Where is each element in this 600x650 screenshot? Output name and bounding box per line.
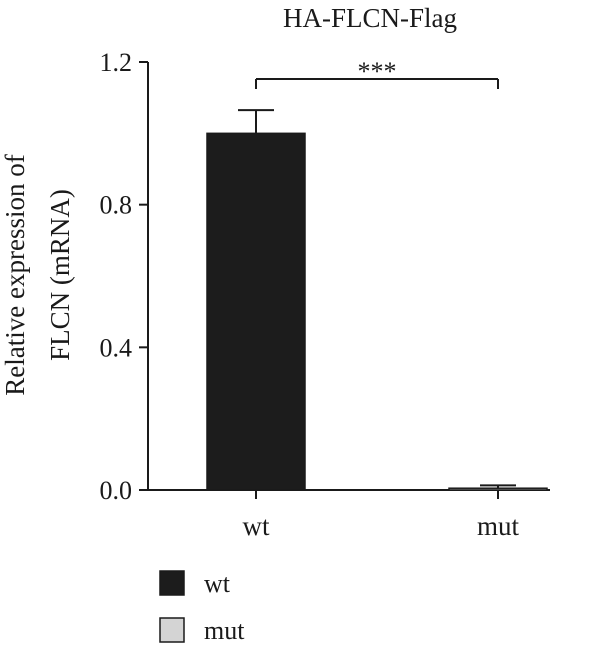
bar-mut	[448, 487, 548, 491]
x-tick-label-wt: wt	[243, 511, 270, 541]
y-axis-label-line-1: Relative expression of	[0, 154, 30, 395]
y-axis-label: Relative expression of FLCN (mRNA)	[0, 154, 75, 395]
legend-label-mut: mut	[204, 616, 245, 645]
chart-title: HA-FLCN-Flag	[283, 3, 457, 33]
bar-wt	[206, 132, 306, 491]
y-axis-label-line-2: FLCN (mRNA)	[45, 189, 75, 361]
y-tick-label: 1.2	[100, 48, 133, 77]
legend-swatch-wt	[159, 570, 185, 596]
legend-swatch-mut	[159, 617, 185, 643]
x-tick-label-mut: mut	[477, 511, 520, 541]
plot-area: 0.0 0.4 0.8 1.2 wt mut ***	[100, 48, 550, 541]
legend-label-wt: wt	[204, 569, 231, 598]
significance-label: ***	[358, 57, 397, 86]
y-tick-label: 0.8	[100, 191, 133, 220]
y-tick-label: 0.0	[100, 476, 133, 505]
legend: wt mut	[159, 569, 245, 645]
y-tick-label: 0.4	[100, 333, 133, 362]
